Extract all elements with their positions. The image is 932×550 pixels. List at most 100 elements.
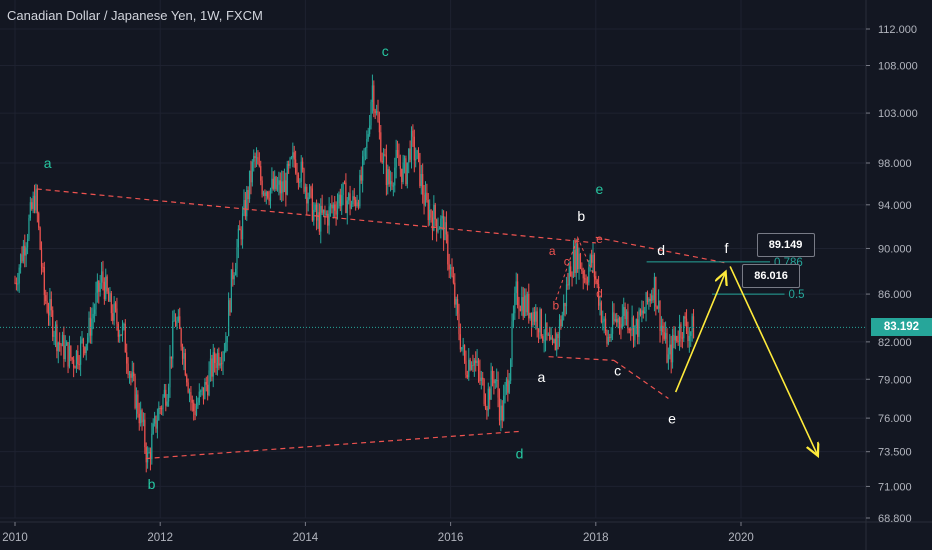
candle-body: [274, 176, 276, 189]
candle-body: [71, 357, 73, 360]
candle-body: [250, 170, 252, 183]
candle-body: [677, 340, 679, 342]
candle-body: [433, 204, 435, 231]
candle-body: [359, 175, 361, 207]
candle-body: [98, 281, 100, 292]
candle-body: [240, 230, 242, 240]
grid: [0, 0, 866, 519]
candle-body: [271, 178, 273, 189]
candle-body: [170, 356, 172, 359]
candle-body: [57, 342, 59, 352]
candle-body: [320, 205, 322, 232]
candle-body: [264, 192, 266, 196]
trendline: [548, 356, 614, 361]
candle-body: [447, 234, 449, 265]
candle-body: [606, 331, 608, 344]
candle-body: [133, 372, 135, 377]
candle-body: [688, 335, 690, 341]
candle-body: [355, 199, 357, 207]
candle-body: [329, 204, 332, 207]
candle-body: [77, 350, 79, 365]
candle-body: [226, 336, 228, 343]
candle-body: [503, 395, 505, 421]
candle-body: [396, 149, 399, 156]
candle-body: [445, 222, 448, 235]
candle-body: [494, 380, 496, 384]
candle-body: [236, 247, 238, 269]
candle-body: [297, 174, 300, 183]
wave-label-white: d: [657, 242, 665, 258]
candle-body: [267, 191, 269, 198]
candle-body: [392, 185, 394, 187]
candle-body: [29, 202, 31, 218]
candle-body: [477, 360, 480, 371]
candle-body: [149, 452, 152, 460]
candle-body: [510, 359, 512, 381]
candle-body: [28, 217, 30, 239]
candle-body: [85, 344, 87, 354]
projection-arrows: [674, 266, 818, 454]
candle-body: [219, 363, 221, 366]
candle-body: [262, 192, 265, 195]
candle-body: [315, 204, 318, 221]
candle-body: [366, 139, 368, 148]
candle-body: [162, 396, 164, 409]
candle-body: [422, 173, 424, 195]
candle-body: [535, 311, 537, 322]
trendlines: [36, 188, 727, 460]
candle-body: [571, 276, 573, 278]
candle-body: [127, 363, 129, 375]
candle-body: [60, 344, 62, 346]
candle-body: [493, 379, 495, 384]
candle-body: [490, 370, 492, 400]
candle-body: [246, 190, 248, 217]
candle-body: [423, 194, 425, 206]
candle-body: [620, 324, 622, 328]
candle-body: [232, 269, 234, 280]
candle-body: [279, 180, 281, 194]
candle-body: [577, 243, 579, 270]
y-tick-label: 73.500: [878, 447, 912, 459]
candle-body: [508, 380, 510, 393]
candle-body: [399, 165, 401, 169]
candle-body: [195, 406, 198, 415]
candle-body: [665, 333, 667, 339]
candle-body: [112, 313, 114, 321]
candle-body: [362, 156, 364, 181]
candle-body: [121, 325, 124, 336]
candle-body: [652, 295, 654, 301]
candle-body: [656, 306, 658, 309]
candle-body: [504, 386, 506, 396]
candle-body: [202, 387, 205, 400]
candle-body: [64, 345, 66, 360]
candle-body: [584, 278, 586, 280]
candle-body: [582, 270, 584, 279]
candle-body: [371, 85, 374, 102]
wave-label-white: b: [577, 208, 585, 224]
wave-label-red: e: [596, 232, 603, 246]
candle-body: [166, 401, 168, 406]
price-callout-upper[interactable]: 89.149: [756, 232, 815, 257]
candle-body: [290, 157, 293, 159]
candle-body: [260, 166, 262, 181]
subwave-triangle: [555, 235, 600, 301]
candle-body: [458, 313, 460, 335]
y-tick-label: 112.000: [878, 24, 917, 36]
candle-body: [680, 324, 682, 338]
candle-body: [193, 402, 195, 412]
candle-body: [450, 267, 452, 270]
candle-body: [346, 200, 348, 213]
candle-body: [204, 382, 206, 400]
candle-body: [26, 238, 29, 248]
candle-body: [557, 334, 559, 339]
candle-body: [455, 299, 457, 305]
candle-body: [216, 352, 219, 368]
candle-body: [209, 358, 212, 371]
candle-body: [426, 192, 428, 201]
candle-body: [24, 245, 26, 256]
candle-body: [674, 335, 676, 341]
price-callout-lower[interactable]: 86.016: [742, 263, 801, 288]
candle-body: [53, 335, 55, 337]
candle-body: [335, 210, 337, 215]
